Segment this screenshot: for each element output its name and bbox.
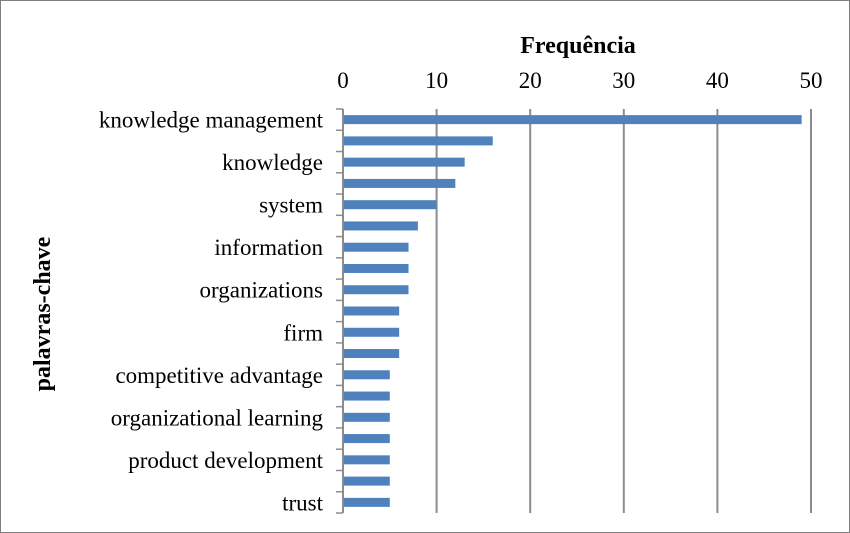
bar — [343, 476, 390, 486]
bar — [343, 327, 400, 337]
y-tick-label: knowledge management — [99, 108, 324, 133]
y-tick-label: organizations — [200, 278, 324, 303]
axes — [336, 108, 344, 514]
x-axis-title: Frequência — [520, 33, 636, 59]
y-tick-label: system — [259, 193, 323, 218]
y-tick-label: firm — [283, 320, 323, 345]
x-tick-label: 30 — [612, 68, 635, 93]
x-tick-label: 10 — [425, 68, 448, 93]
bar — [343, 434, 390, 444]
y-tick-label: trust — [282, 490, 324, 515]
y-tick-label: knowledge — [222, 150, 323, 175]
y-tick-label: competitive advantage — [115, 363, 323, 388]
bar — [343, 178, 456, 188]
bar — [343, 136, 493, 146]
bars — [343, 115, 802, 507]
bar — [343, 497, 390, 507]
y-axis-title: palavras-chave — [30, 236, 56, 391]
y-tick-label: organizational learning — [111, 405, 324, 430]
bar — [343, 285, 409, 295]
bar — [343, 221, 418, 231]
x-tick-label: 50 — [800, 68, 823, 93]
y-tick-label: information — [214, 235, 323, 260]
y-tick-label: product development — [128, 448, 323, 473]
bar — [343, 263, 409, 273]
labels: 0 10 20 30 40 50 knowledge management knowledge… — [99, 68, 823, 515]
bar — [343, 157, 465, 167]
bar — [343, 349, 400, 359]
bar — [343, 370, 390, 380]
bar — [343, 391, 390, 401]
x-tick-label: 40 — [706, 68, 729, 93]
bar — [343, 242, 409, 252]
bar — [343, 306, 400, 316]
bar — [343, 455, 390, 465]
x-tick-label: 20 — [519, 68, 542, 93]
gridlines — [435, 109, 812, 513]
bar — [343, 115, 802, 125]
x-tick-label: 0 — [337, 68, 349, 93]
bar — [343, 200, 437, 210]
bar — [343, 412, 390, 422]
